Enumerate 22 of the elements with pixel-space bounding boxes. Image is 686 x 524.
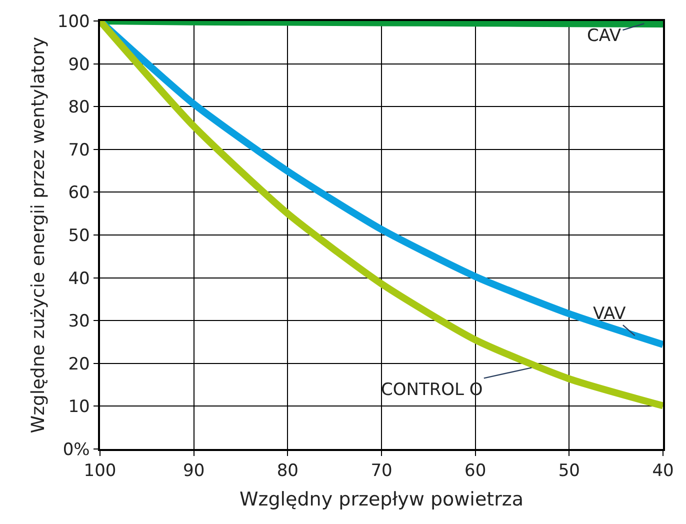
x-tick-label: 50 <box>558 461 580 482</box>
y-tick-label: 70 <box>68 140 90 160</box>
y-tick-label: 80 <box>68 98 90 118</box>
x-tick-label: 40 <box>652 461 674 482</box>
y-tick-label: 40 <box>68 268 90 289</box>
annotation: VAV <box>593 304 626 324</box>
y-tick-label: 30 <box>68 312 90 332</box>
y-tick-label: 20 <box>68 354 90 374</box>
y-tick-label: 100 <box>57 12 90 32</box>
x-tick-label: 60 <box>464 461 486 482</box>
x-tick-label: 70 <box>370 461 392 482</box>
y-tick-label: 90 <box>68 54 90 75</box>
y-tick-label: 0% <box>62 440 90 460</box>
y-tick-label: 50 <box>68 226 90 246</box>
x-tick-label: 90 <box>183 461 205 482</box>
y-tick-label: 10 <box>68 397 90 418</box>
annotation: CAV <box>587 26 622 46</box>
y-axis-title: Względne zużycie energii przez wentylatory <box>28 36 50 434</box>
x-axis-title: Względny przepływ powietrza <box>239 488 524 510</box>
x-tick-label: 80 <box>276 461 298 482</box>
y-tick-label: 60 <box>68 183 90 204</box>
x-tick-label: 100 <box>84 461 116 482</box>
